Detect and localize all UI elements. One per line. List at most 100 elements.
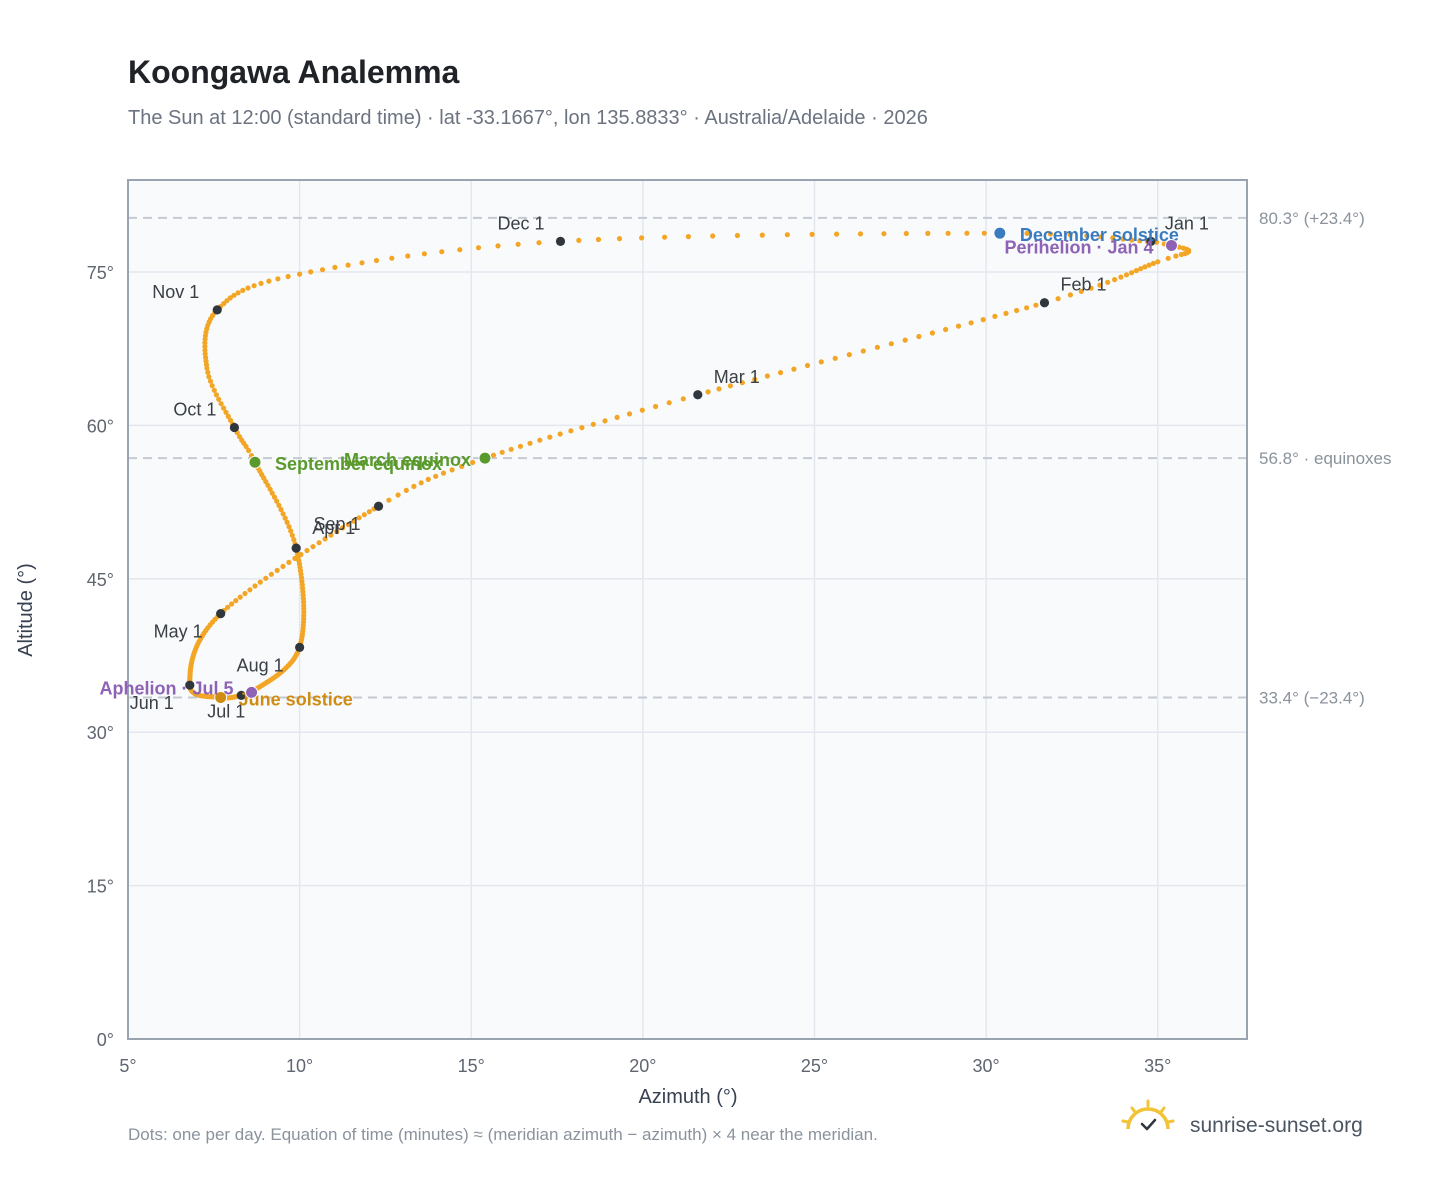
daily-dot — [266, 278, 272, 284]
daily-dot — [1165, 255, 1171, 261]
daily-dot — [1110, 235, 1116, 241]
event-marker — [478, 451, 492, 465]
daily-dot — [258, 280, 264, 286]
daily-dot — [1105, 279, 1111, 285]
daily-dot — [1088, 285, 1094, 291]
daily-dot — [929, 330, 936, 336]
y-tick-label: 60° — [87, 416, 114, 436]
reference-line-label: 56.8° · equinoxes — [1259, 449, 1392, 468]
daily-dot — [240, 287, 246, 293]
month-marker — [373, 501, 384, 511]
daily-dot — [881, 231, 887, 237]
daily-dot — [1118, 274, 1124, 280]
daily-dot — [288, 528, 294, 534]
month-marker — [291, 543, 301, 553]
chart-title: Koongawa Analemma — [128, 54, 460, 90]
daily-dot — [557, 431, 563, 437]
daily-dot — [359, 260, 365, 266]
event-marker — [214, 690, 228, 704]
month-marker — [212, 305, 222, 315]
daily-dot — [1098, 234, 1104, 240]
daily-dot — [490, 452, 497, 458]
daily-dot — [274, 567, 280, 574]
month-marker — [216, 608, 226, 619]
month-label: Feb 1 — [1060, 275, 1106, 295]
reference-line-label: 80.3° (+23.4°) — [1259, 209, 1365, 228]
month-label: May 1 — [154, 622, 203, 642]
month-label: Jan 1 — [1165, 213, 1209, 233]
month-marker — [1146, 236, 1156, 246]
month-label: Jun 1 — [130, 693, 174, 713]
daily-dot — [834, 231, 840, 237]
month-marker — [555, 236, 566, 246]
daily-dot — [233, 598, 239, 604]
daily-dot — [263, 575, 269, 581]
daily-dot — [286, 559, 292, 566]
daily-dot — [1178, 251, 1184, 258]
daily-dot — [1084, 233, 1090, 239]
daily-dot — [925, 230, 931, 236]
event-label: December solstice — [1020, 225, 1179, 245]
daily-dot — [257, 579, 263, 585]
daily-dot — [705, 389, 711, 395]
daily-dot — [267, 486, 273, 492]
daily-dot — [716, 386, 722, 392]
daily-dot — [846, 352, 852, 358]
month-marker — [229, 422, 240, 433]
daily-dot — [903, 230, 909, 237]
daily-dot — [579, 425, 585, 431]
daily-dot — [221, 405, 227, 411]
daily-dot — [223, 409, 229, 415]
daily-dot — [685, 234, 692, 240]
daily-dot — [1078, 288, 1084, 294]
daily-dot — [345, 262, 351, 268]
daily-dot — [968, 320, 974, 326]
event-label: September equinox — [275, 454, 442, 474]
daily-dot — [213, 392, 219, 398]
event-marker — [245, 685, 259, 699]
daily-dot — [727, 383, 734, 389]
daily-dot — [964, 230, 970, 236]
footnote: Dots: one per day. Equation of time (min… — [128, 1125, 878, 1144]
event-label: June solstice — [239, 689, 353, 709]
daily-dot — [784, 232, 790, 238]
daily-dot — [1129, 270, 1135, 276]
x-tick-label: 30° — [973, 1056, 1000, 1076]
daily-dot — [1133, 268, 1139, 274]
daily-dot — [289, 532, 295, 538]
daily-dot — [1047, 231, 1053, 237]
daily-dot — [209, 383, 215, 389]
daily-dot — [205, 369, 211, 375]
event-label: Aphelion · Jul 5 — [100, 678, 234, 698]
y-tick-label: 45° — [87, 570, 114, 590]
daily-dot — [943, 326, 949, 333]
daily-dot — [284, 519, 290, 526]
y-axis-label: Altitude (°) — [15, 563, 37, 657]
daily-dot — [1067, 292, 1073, 298]
month-label: Sep 1 — [314, 514, 361, 534]
daily-dot — [328, 532, 334, 538]
daily-dot — [536, 240, 542, 246]
daily-dot — [340, 525, 346, 531]
daily-dot — [225, 413, 231, 419]
daily-dot — [459, 463, 465, 469]
daily-dot — [252, 583, 258, 589]
daily-dot — [202, 347, 208, 353]
daily-dot — [440, 470, 447, 476]
daily-dot — [366, 509, 372, 515]
daily-dot — [857, 231, 864, 237]
daily-dot — [361, 512, 367, 518]
daily-dot — [449, 467, 455, 473]
daily-dot — [433, 473, 439, 479]
daily-dot — [457, 247, 463, 253]
daily-dot — [235, 290, 241, 296]
daily-dot — [1123, 272, 1130, 278]
daily-dot — [227, 417, 234, 423]
daily-dot — [251, 283, 257, 289]
daily-dot — [319, 267, 326, 273]
daily-dot — [297, 271, 303, 277]
daily-dot — [666, 400, 672, 406]
daily-dot — [710, 233, 716, 239]
